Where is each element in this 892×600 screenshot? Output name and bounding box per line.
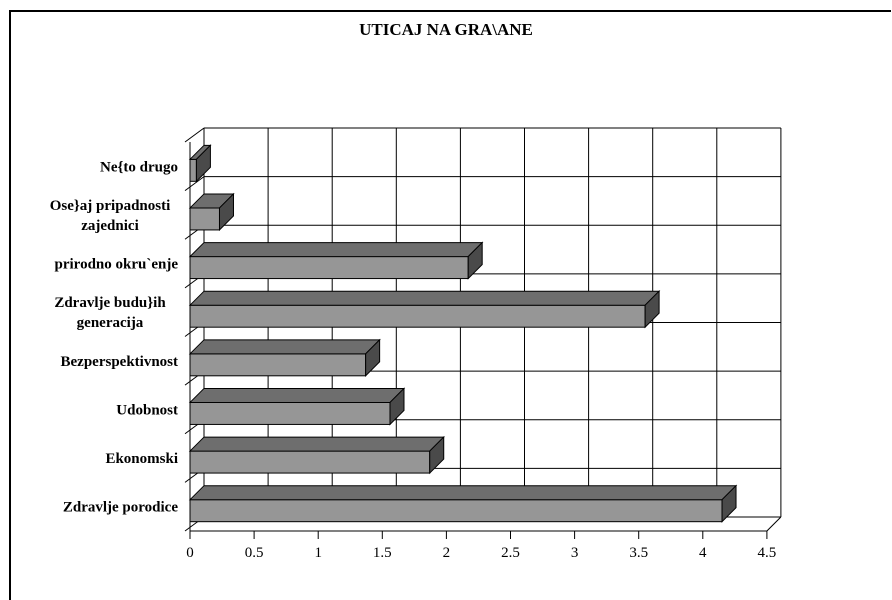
category-label: Bezperspektivnost [61, 354, 179, 370]
bar-top-5 [188, 242, 484, 258]
category-label: Ekonomski [105, 451, 178, 467]
bar-side-1 [429, 435, 445, 475]
category-label: Zdravlje budu}ih generacija [54, 295, 166, 331]
x-tick-label: 3 [571, 545, 579, 561]
category-label: Udobnost [116, 402, 178, 418]
x-tick-label: 0 [186, 545, 194, 561]
category-label: Ne{to drugo [100, 159, 178, 175]
x-tick-label: 2.5 [501, 545, 520, 561]
bar-side-7 [195, 144, 211, 183]
bar-side-6 [218, 192, 234, 232]
bar-1 [189, 450, 431, 474]
floor-right-edge [766, 516, 782, 532]
bar-side-2 [389, 387, 405, 426]
category-label: Ose}aj pripadnosti zajednici [50, 198, 171, 234]
category-label: prirodno okru`enje [55, 257, 179, 273]
bar-3 [189, 353, 367, 377]
bar-side-3 [365, 338, 381, 378]
bar-side-5 [467, 241, 483, 280]
x-tick-label: 1.5 [373, 545, 392, 561]
x-tick-label: 3.5 [629, 545, 648, 561]
bar-side-4 [644, 289, 660, 329]
bar-7 [189, 158, 197, 182]
x-tick-label: 1 [314, 545, 322, 561]
bar-top-1 [188, 436, 445, 452]
bar-6 [189, 207, 220, 231]
bar-side-0 [721, 484, 737, 523]
bar-4 [189, 304, 646, 328]
bar-top-3 [188, 339, 381, 355]
x-tick-label: 4 [699, 545, 707, 561]
bar-5 [189, 256, 469, 280]
side-wall-tick [184, 127, 205, 143]
bar-top-2 [188, 387, 406, 403]
x-tick-label: 0.5 [245, 545, 264, 561]
bar-2 [189, 401, 391, 425]
x-tick-label: 4.5 [758, 545, 777, 561]
grid [203, 127, 782, 518]
chart-title: UTICAJ NA GRA\ANE [359, 20, 533, 39]
category-label: Zdravlje porodice [63, 500, 178, 516]
x-tick-label: 2 [443, 545, 451, 561]
bar-0 [189, 499, 723, 523]
side-wall-tick [184, 176, 205, 192]
bar-top-0 [188, 485, 738, 501]
bar-top-4 [188, 290, 661, 306]
